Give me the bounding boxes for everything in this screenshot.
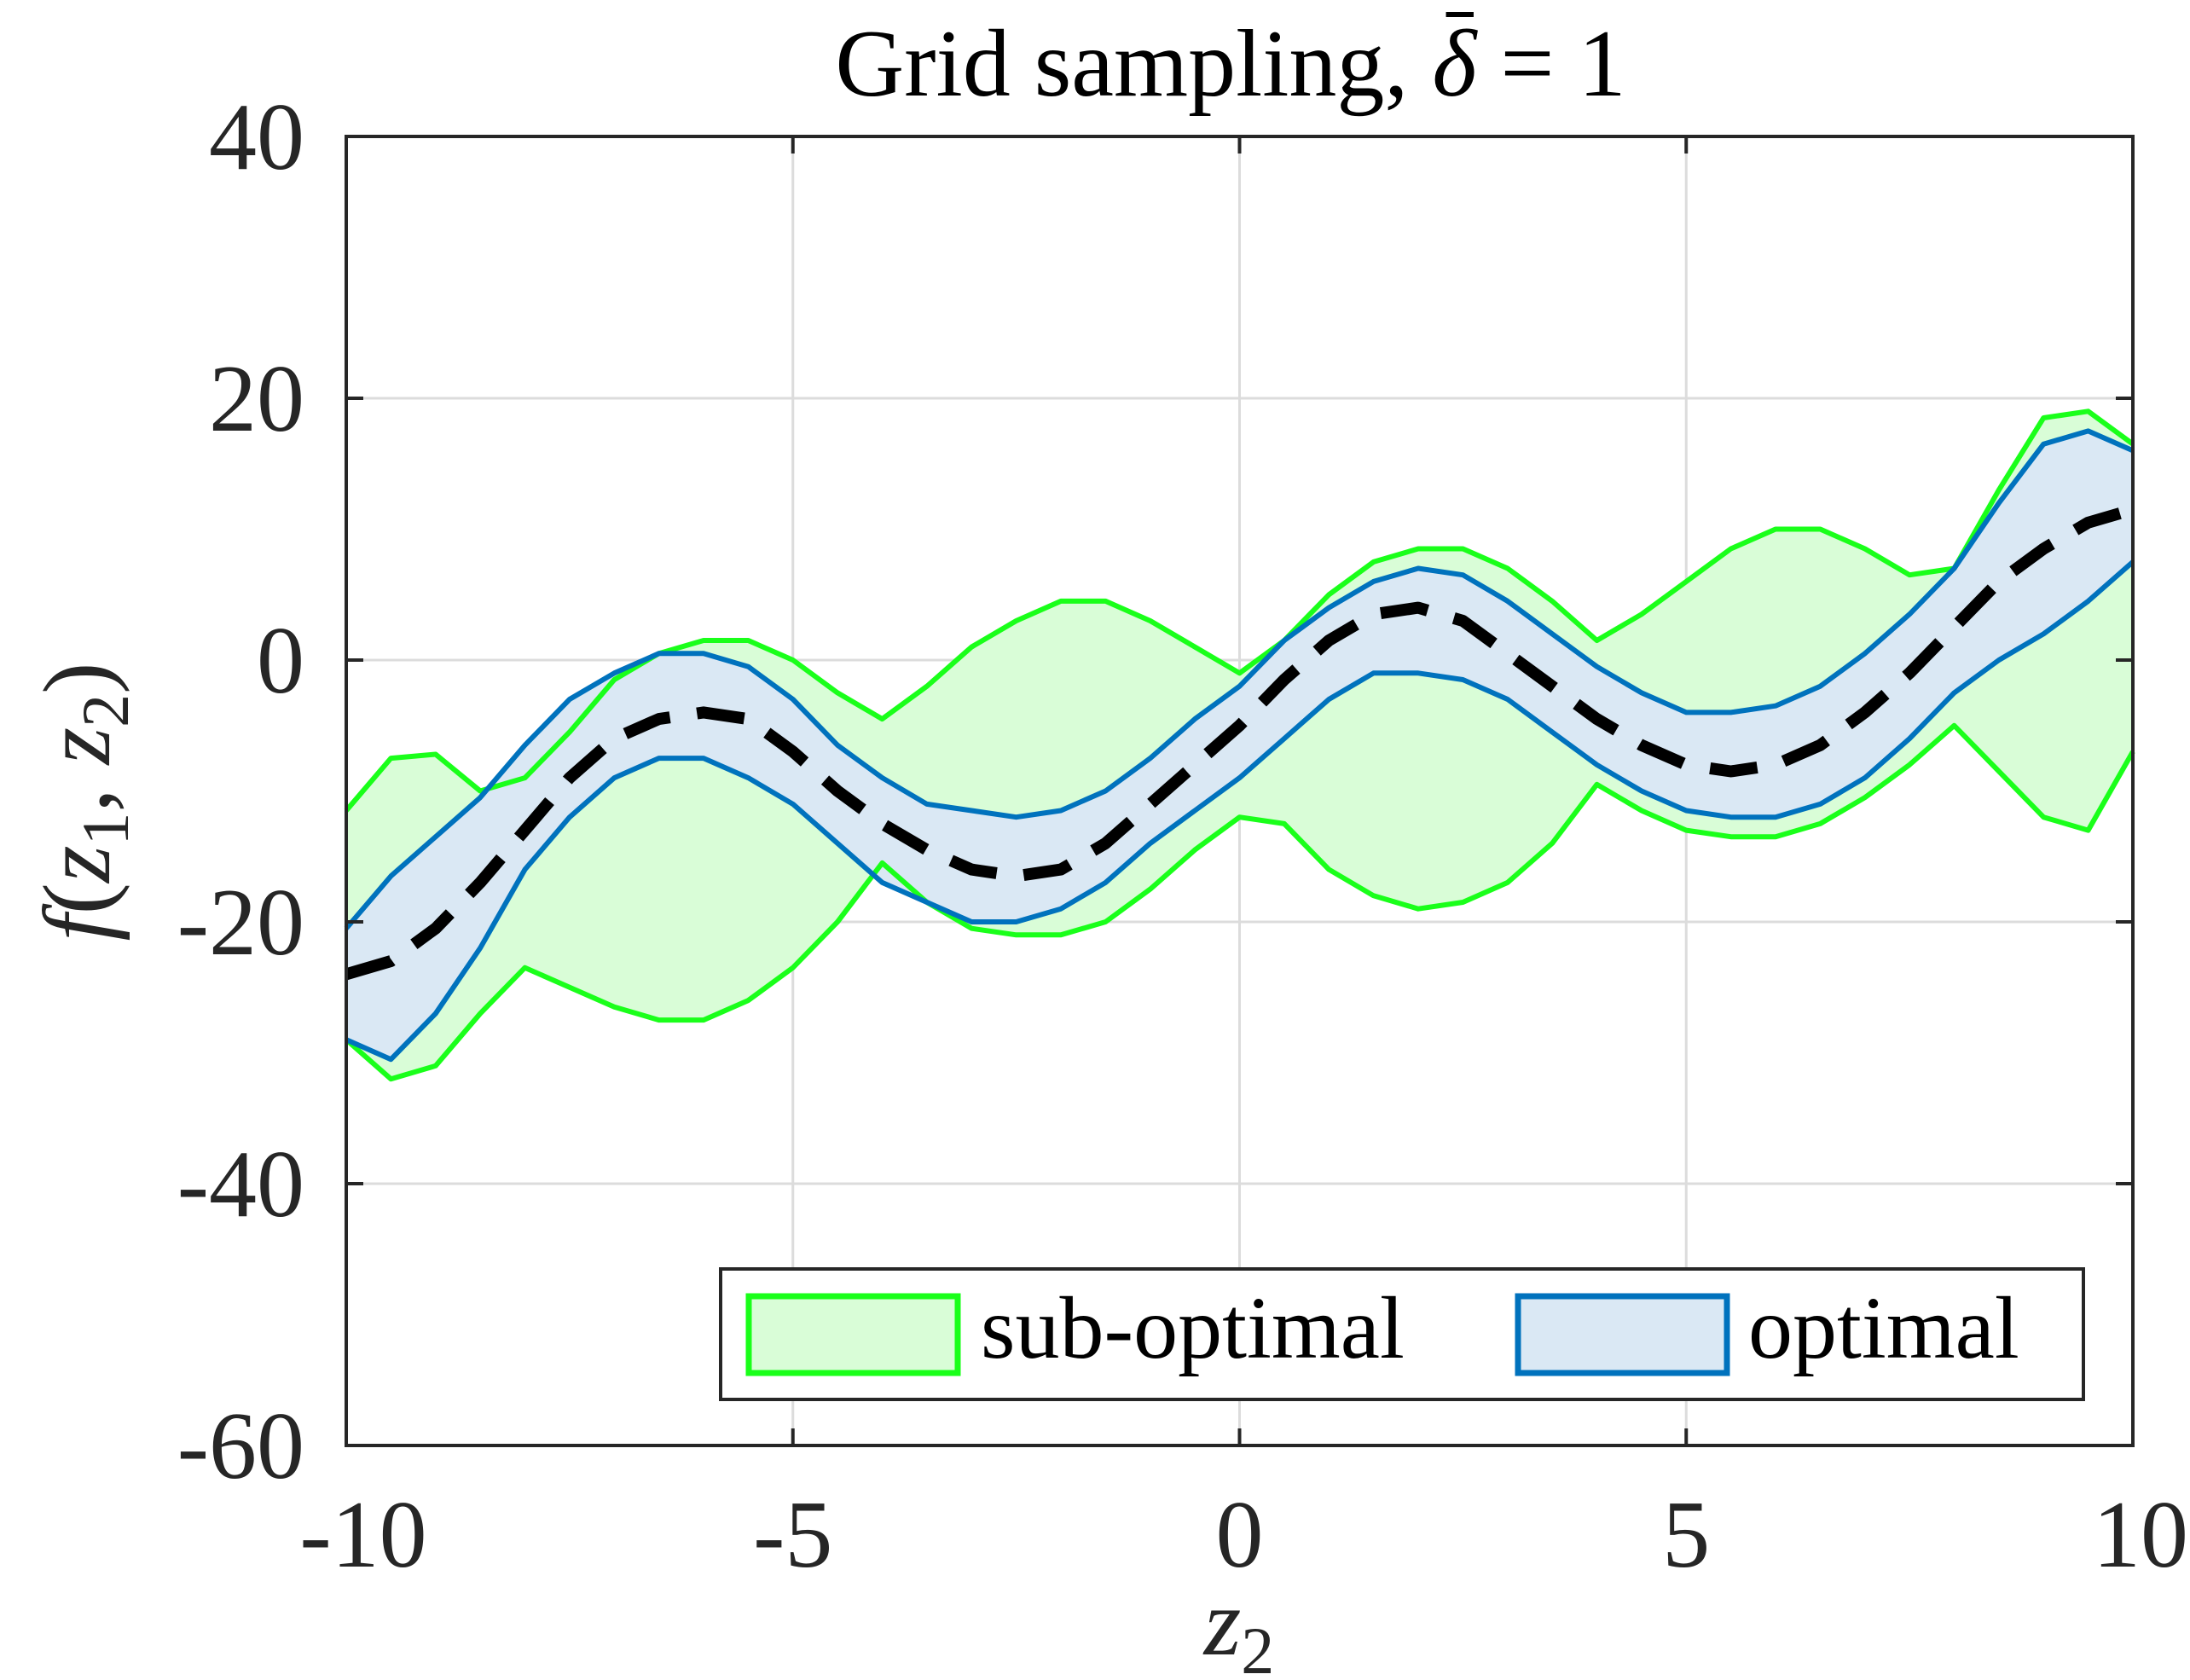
svg-text:Grid sampling, δ = 1: Grid sampling, δ = 1 <box>835 11 1625 117</box>
title-equals-one: = 1 <box>1476 11 1625 117</box>
legend-swatch-sub-optimal <box>745 1293 961 1376</box>
y-tick-labels: -60 -40 -20 0 20 40 <box>177 84 304 1499</box>
y-axis-label-comma: , <box>25 764 130 812</box>
y-axis-label-close-paren: ) <box>25 663 130 694</box>
y-tick-label-4: 20 <box>209 346 304 452</box>
legend-label-sub-optimal: sub-optimal <box>981 1279 1405 1377</box>
band-upper-edge-optimal <box>344 428 2135 930</box>
x-tick-label-0: -10 <box>299 1482 426 1588</box>
dashed-mean-line <box>345 503 2135 981</box>
tick-marks <box>345 135 2135 1447</box>
y-axis-label-open-paren: ( <box>25 883 130 914</box>
legend-label-optimal: optimal <box>1748 1279 2019 1377</box>
chart-title: Grid sampling, δ = 1 <box>835 11 1625 117</box>
y-tick-label-3: 0 <box>257 608 304 714</box>
legend: sub-optimal optimal <box>719 1267 2085 1401</box>
data-bands <box>346 411 2133 1080</box>
y-tick-label-5: 40 <box>209 84 304 190</box>
x-axis-label-sub: 2 <box>1241 1613 1274 1680</box>
title-delta-symbol: δ <box>1432 11 1478 117</box>
y-axis-label-sub2: 2 <box>68 694 142 727</box>
y-tick-label-2: -20 <box>177 870 304 976</box>
y-tick-label-1: -40 <box>177 1132 304 1237</box>
band-fill-optimal <box>346 431 2133 1060</box>
title-text: Grid sampling, <box>835 11 1432 117</box>
x-tick-labels: -10 -5 0 5 10 <box>299 1482 2188 1588</box>
x-tick-label-2: 0 <box>1216 1482 1264 1588</box>
y-axis-label-sub1: 1 <box>68 812 142 845</box>
x-tick-label-1: -5 <box>753 1482 832 1588</box>
y-axis-label-z2: z <box>25 727 130 767</box>
band-lower-edge-optimal <box>345 559 2135 1063</box>
y-tick-label-0: -60 <box>177 1393 304 1499</box>
x-tick-label-3: 5 <box>1662 1482 1710 1588</box>
x-tick-label-4: 10 <box>2093 1482 2188 1588</box>
y-axis-label: f(z1, z2) <box>25 663 142 941</box>
x-axis-label: z2 <box>1202 1570 1275 1680</box>
x-axis-label-var: z <box>1202 1570 1242 1676</box>
band-lower-edge-sub-optimal <box>345 722 2135 1082</box>
y-axis-label-z1: z <box>25 845 130 884</box>
legend-swatch-optimal <box>1515 1293 1730 1376</box>
data-lines <box>344 408 2135 1082</box>
